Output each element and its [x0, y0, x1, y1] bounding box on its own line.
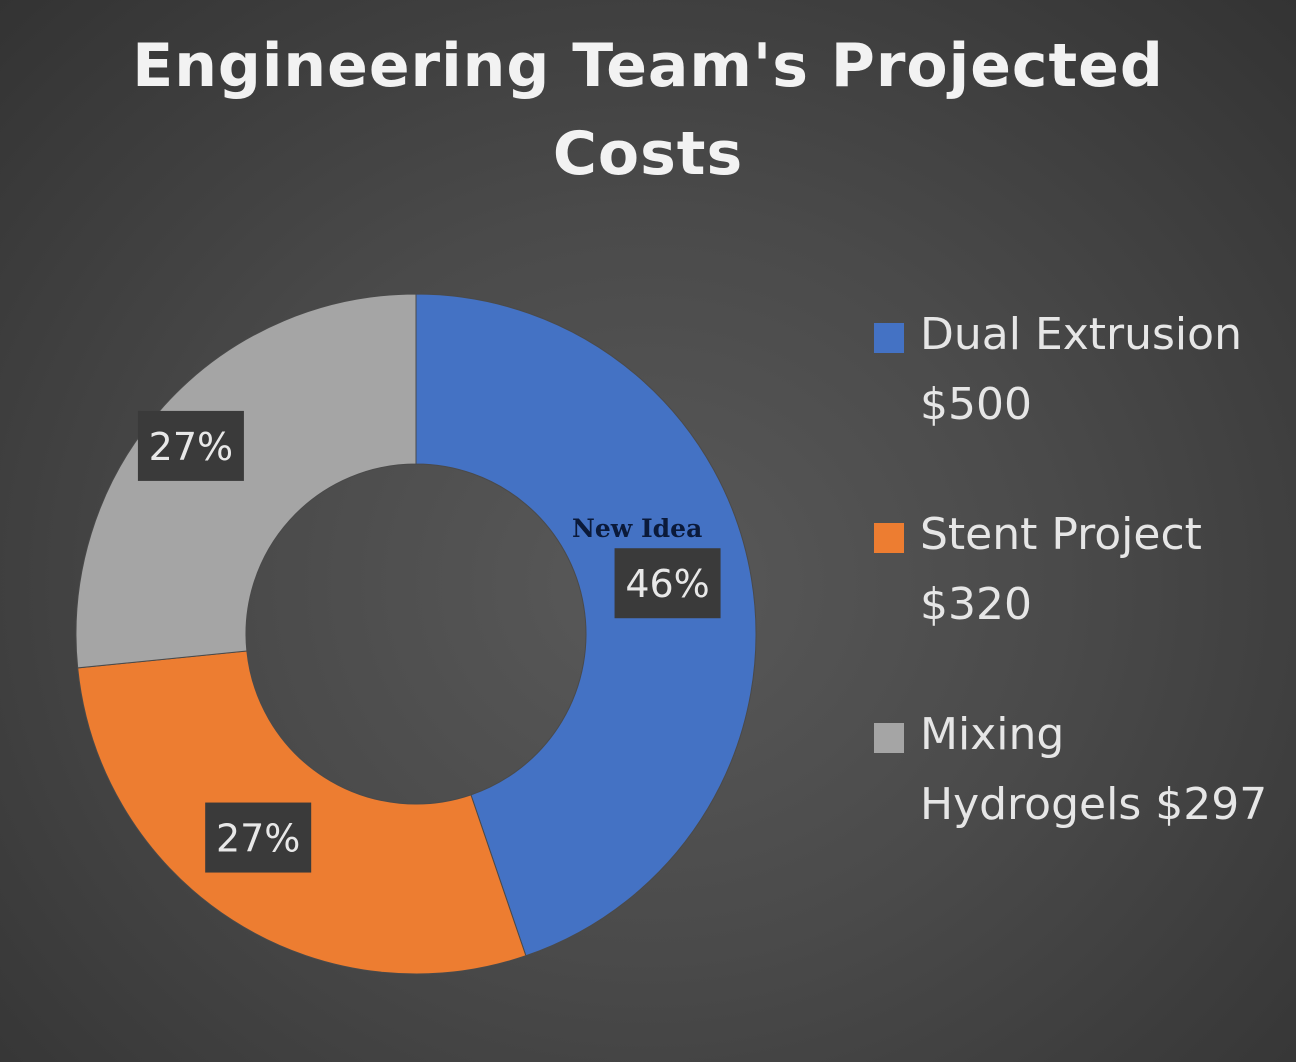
legend-label-mixing-hydrogels-line-2: Hydrogels $297: [920, 779, 1268, 830]
data-label-text-mixing-hydrogels: 27%: [149, 425, 233, 469]
data-label-mixing-hydrogels: 27%: [137, 410, 244, 481]
legend-label-stent-project-line-2: $320: [920, 579, 1032, 630]
data-label-box-mixing-hydrogels: [137, 410, 244, 481]
donut-slice-dual-extrusion[interactable]: [415, 293, 757, 957]
donut-slice-mixing-hydrogels[interactable]: [75, 293, 417, 669]
legend-label-mixing-hydrogels-line-1: Mixing: [920, 709, 1065, 760]
legend-swatch-mixing-hydrogels: [874, 723, 904, 753]
chart-title-line-1: Engineering Team's Projected: [132, 31, 1164, 101]
data-label-text-stent-project: 27%: [216, 817, 300, 861]
chart-title: Engineering Team's Projected Costs: [0, 22, 1296, 198]
legend: Dual Extrusion $500 Stent Project $320 M…: [872, 300, 1292, 900]
chart-title-line-2: Costs: [552, 119, 744, 189]
legend-label-stent-project: Stent Project $320: [920, 500, 1292, 640]
new-idea-annotation: New Idea: [572, 514, 703, 543]
legend-item-dual-extrusion[interactable]: Dual Extrusion $500: [872, 300, 1292, 500]
legend-label-dual-extrusion-line-2: $500: [920, 379, 1032, 430]
data-label-box-dual-extrusion: [614, 548, 721, 619]
legend-label-mixing-hydrogels: Mixing Hydrogels $297: [920, 700, 1292, 840]
legend-item-stent-project[interactable]: Stent Project $320: [872, 500, 1292, 700]
legend-item-mixing-hydrogels[interactable]: Mixing Hydrogels $297: [872, 700, 1292, 900]
legend-label-stent-project-line-1: Stent Project: [920, 509, 1202, 560]
legend-label-dual-extrusion: Dual Extrusion $500: [920, 300, 1292, 440]
legend-swatch-dual-extrusion: [874, 323, 904, 353]
data-label-stent-project: 27%: [205, 802, 312, 873]
legend-label-dual-extrusion-line-1: Dual Extrusion: [920, 309, 1242, 360]
legend-swatch-stent-project: [874, 523, 904, 553]
data-label-dual-extrusion: 46%: [614, 548, 721, 619]
data-label-text-dual-extrusion: 46%: [625, 562, 709, 606]
data-label-box-stent-project: [205, 802, 312, 873]
